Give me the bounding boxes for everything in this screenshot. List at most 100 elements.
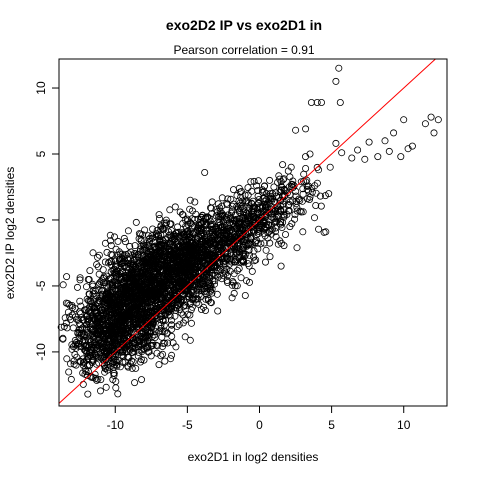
- data-point: [111, 233, 119, 241]
- data-point: [274, 178, 282, 186]
- chart-subtitle: Pearson correlation = 0.91: [173, 43, 314, 57]
- data-point: [206, 285, 214, 293]
- data-point: [336, 99, 344, 107]
- data-point: [116, 255, 124, 263]
- data-point: [198, 278, 206, 286]
- y-tick-label: 0: [34, 216, 48, 223]
- data-point: [110, 371, 118, 379]
- data-point: [258, 186, 266, 194]
- data-point: [134, 317, 142, 325]
- data-point: [130, 289, 138, 297]
- data-point: [145, 239, 153, 247]
- data-point: [120, 292, 128, 300]
- data-point: [268, 210, 276, 218]
- data-point: [281, 191, 289, 199]
- data-point: [140, 356, 148, 364]
- data-point: [261, 258, 269, 266]
- data-point: [168, 305, 176, 313]
- y-tick-label: -5: [34, 280, 48, 291]
- data-point: [161, 357, 169, 365]
- data-point: [271, 228, 279, 236]
- data-point: [94, 263, 102, 271]
- data-point: [145, 249, 153, 257]
- data-point: [184, 310, 192, 318]
- data-point: [177, 277, 185, 285]
- data-point: [208, 198, 216, 206]
- data-point: [157, 321, 165, 329]
- data-point: [186, 273, 194, 281]
- data-point: [141, 226, 149, 234]
- data-point: [136, 358, 144, 366]
- data-point: [116, 363, 124, 371]
- data-point: [171, 285, 179, 293]
- data-point: [136, 295, 144, 303]
- data-point: [272, 189, 280, 197]
- data-point: [150, 244, 158, 252]
- data-point: [254, 192, 262, 200]
- data-point: [175, 321, 183, 329]
- data-point: [151, 302, 159, 310]
- data-point: [280, 212, 288, 220]
- data-point: [181, 333, 189, 341]
- data-point: [198, 243, 206, 251]
- data-point: [200, 285, 208, 293]
- data-point: [75, 342, 83, 350]
- data-point: [59, 334, 67, 342]
- data-point: [107, 261, 115, 269]
- data-point: [299, 208, 307, 216]
- data-point: [137, 376, 145, 384]
- data-point: [114, 282, 122, 290]
- data-point: [190, 242, 198, 250]
- data-point: [235, 251, 243, 259]
- data-point: [202, 226, 210, 234]
- data-point: [210, 241, 218, 249]
- data-point: [219, 211, 227, 219]
- data-point: [175, 305, 183, 313]
- data-point: [125, 256, 133, 264]
- data-point: [227, 249, 235, 257]
- data-point: [141, 300, 149, 308]
- data-point: [142, 290, 150, 298]
- data-point: [195, 291, 203, 299]
- data-point: [279, 176, 287, 184]
- data-point: [166, 312, 174, 320]
- data-point: [155, 211, 163, 219]
- data-point: [237, 187, 245, 195]
- data-point: [162, 216, 170, 224]
- data-point: [102, 356, 110, 364]
- data-point: [253, 211, 261, 219]
- data-point: [168, 325, 176, 333]
- data-point: [200, 260, 208, 268]
- data-point: [199, 245, 207, 253]
- data-point: [204, 265, 212, 273]
- data-point: [238, 257, 246, 265]
- data-point: [286, 223, 294, 231]
- data-point: [76, 276, 84, 284]
- data-point: [124, 363, 132, 371]
- data-point: [235, 225, 243, 233]
- data-point: [106, 291, 114, 299]
- data-point: [130, 256, 138, 264]
- data-point: [374, 153, 382, 161]
- data-point: [122, 282, 130, 290]
- data-point: [232, 258, 240, 266]
- data-point: [98, 337, 106, 345]
- data-point: [260, 194, 268, 202]
- data-point: [123, 311, 131, 319]
- data-point: [159, 350, 167, 358]
- data-point: [122, 263, 130, 271]
- data-point: [65, 368, 73, 376]
- data-point: [145, 298, 153, 306]
- data-point: [312, 201, 320, 209]
- data-point: [85, 275, 93, 283]
- data-point: [165, 228, 173, 236]
- data-point: [112, 257, 120, 265]
- data-point: [204, 284, 212, 292]
- data-point: [149, 274, 157, 282]
- data-point: [107, 267, 115, 275]
- data-point: [197, 305, 205, 313]
- data-point: [151, 315, 159, 323]
- data-point: [252, 256, 260, 264]
- data-point: [183, 248, 191, 256]
- data-point: [207, 221, 215, 229]
